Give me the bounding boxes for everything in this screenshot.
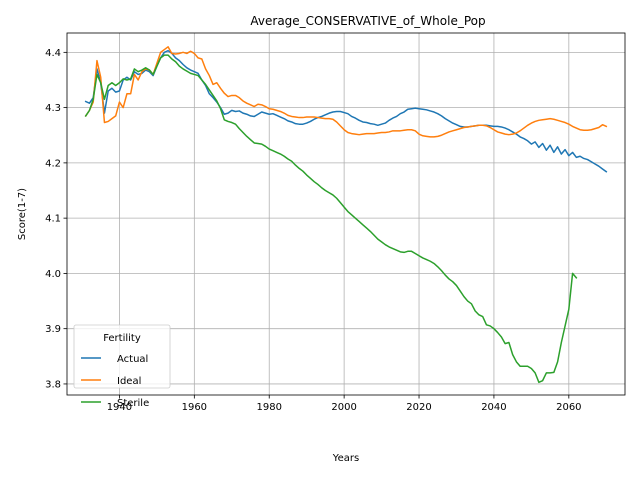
x-tick-label: 1980 bbox=[257, 402, 282, 413]
x-tick-label: 2020 bbox=[406, 402, 431, 413]
legend: Fertility Actual Ideal Sterile bbox=[73, 324, 171, 409]
legend-box bbox=[73, 324, 171, 389]
x-tick-label: 2060 bbox=[556, 402, 581, 413]
x-tick-label: 1960 bbox=[182, 402, 207, 413]
grid-lines bbox=[67, 33, 625, 395]
y-tick-label: 3.9 bbox=[45, 324, 61, 335]
y-tick-label: 4.3 bbox=[45, 103, 61, 114]
y-tick-label: 3.8 bbox=[45, 379, 61, 390]
legend-label-ideal: Ideal bbox=[117, 376, 141, 387]
x-axis: 1940 1960 1980 2000 2020 2040 2060 bbox=[107, 395, 582, 413]
series-lines bbox=[84, 46, 608, 384]
y-tick-label: 4.2 bbox=[45, 158, 61, 169]
x-axis-title: Years bbox=[332, 453, 359, 464]
series-line-ideal bbox=[84, 46, 608, 138]
y-tick-label: 4.1 bbox=[45, 214, 61, 225]
legend-label-actual: Actual bbox=[117, 354, 148, 365]
legend-title: Fertility bbox=[103, 333, 141, 344]
x-tick-label: 2040 bbox=[481, 402, 506, 413]
series-line-sterile bbox=[84, 54, 578, 384]
plot-frame bbox=[66, 32, 626, 396]
x-tick-label: 2000 bbox=[331, 402, 356, 413]
y-axis-title: Score(1-7) bbox=[17, 188, 28, 240]
x-tick-label: 1940 bbox=[107, 402, 132, 413]
y-tick-label: 4.4 bbox=[45, 48, 61, 59]
y-axis: 3.8 3.9 4.0 4.1 4.2 4.3 4.4 bbox=[45, 48, 67, 390]
chart-title: Average_CONSERVATIVE_of_Whole_Pop bbox=[250, 14, 485, 28]
y-tick-label: 4.0 bbox=[45, 269, 61, 280]
legend-label-sterile: Sterile bbox=[117, 398, 149, 409]
